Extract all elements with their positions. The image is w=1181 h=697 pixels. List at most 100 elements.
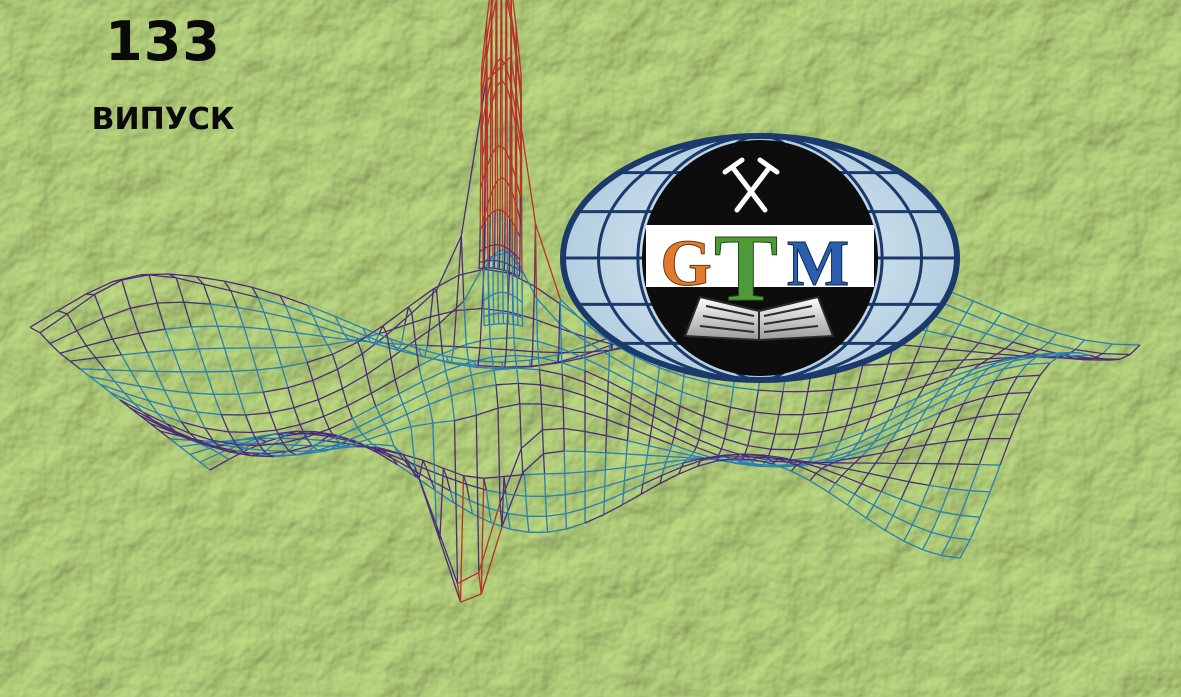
mesh-line [220, 447, 230, 453]
mesh-line [893, 397, 918, 410]
mesh-line [366, 374, 372, 394]
mesh-line [665, 456, 669, 463]
mesh-line [312, 368, 338, 381]
mesh-line [190, 439, 201, 445]
mesh-line [608, 380, 632, 394]
mesh-line [263, 311, 291, 320]
mesh-line [1093, 353, 1104, 360]
mesh-line [873, 491, 882, 506]
mesh-line [190, 326, 200, 350]
mesh-line [958, 463, 980, 466]
mesh-line [716, 458, 736, 462]
mesh-line [268, 432, 278, 436]
mesh-line [205, 371, 215, 395]
mesh-line [157, 412, 167, 425]
mesh-line [323, 448, 331, 452]
mesh-line [351, 418, 359, 428]
mesh-line [524, 473, 545, 476]
mesh-line [129, 307, 140, 334]
mesh-line [1045, 351, 1071, 355]
mesh-line [342, 373, 368, 390]
mesh-line [867, 441, 890, 451]
mesh-line [611, 344, 613, 351]
mesh-line [516, 368, 519, 384]
mesh-line [874, 431, 897, 443]
mesh-line [497, 408, 501, 504]
mesh-line [458, 235, 462, 276]
mesh-line [402, 392, 427, 405]
mesh-line [99, 383, 111, 393]
mesh-line [398, 393, 404, 405]
mesh-line [996, 353, 1023, 357]
mesh-line [655, 381, 659, 395]
mesh-line [1039, 362, 1051, 376]
mesh-line [367, 431, 390, 441]
open-book-icon [683, 295, 835, 342]
mesh-line [642, 474, 663, 485]
mesh-line [962, 388, 973, 405]
mesh-line [913, 360, 939, 364]
mesh-line [448, 362, 477, 368]
mesh-line [564, 494, 567, 514]
mesh-line [924, 376, 950, 387]
mesh-line [912, 524, 932, 534]
mesh-line [307, 353, 333, 364]
mesh-line [534, 223, 561, 300]
mesh-line [528, 360, 532, 368]
mesh-line [483, 478, 487, 491]
mesh-line [146, 352, 157, 372]
mesh-line [926, 329, 953, 338]
mesh-line [486, 102, 493, 128]
mesh-line [506, 181, 513, 192]
mesh-line [66, 313, 78, 332]
mesh-line [708, 382, 734, 388]
mesh-line [933, 385, 958, 399]
mesh-line [903, 434, 912, 450]
mesh-line [563, 428, 565, 452]
mesh-line [466, 338, 491, 345]
mesh-line [172, 406, 182, 423]
mesh-line [347, 392, 372, 407]
mesh-line [900, 498, 922, 507]
mesh-line [857, 382, 883, 389]
mesh-line [301, 346, 308, 363]
mesh-line [430, 480, 436, 491]
mesh-line [189, 432, 199, 442]
mesh-line [900, 481, 910, 500]
mesh-line [584, 381, 609, 393]
mesh-line [410, 426, 416, 468]
mesh-line [378, 325, 384, 335]
mesh-line [149, 422, 161, 432]
mesh-line [840, 431, 865, 442]
mesh-line [678, 467, 682, 475]
mesh-line [948, 368, 974, 379]
mesh-line [401, 343, 428, 347]
mesh-line [393, 445, 399, 454]
mesh-line [445, 355, 450, 364]
mesh-line [854, 493, 875, 506]
mesh-line [196, 276, 225, 282]
mesh-line [754, 463, 777, 466]
mesh-line [362, 433, 368, 441]
mesh-line [1047, 332, 1058, 344]
mesh-line [231, 369, 257, 372]
mesh-line [671, 437, 675, 445]
mesh-line [439, 539, 462, 603]
mesh-line [129, 407, 141, 417]
mesh-line [237, 306, 265, 313]
mesh-line [623, 483, 644, 494]
mesh-line [988, 414, 999, 439]
mesh-line [648, 435, 651, 446]
mesh-line [654, 394, 657, 406]
mesh-line [622, 480, 626, 494]
mesh-line [311, 437, 336, 447]
mesh-line [296, 430, 304, 434]
mesh-line [717, 448, 723, 456]
mesh-line [93, 294, 105, 319]
mesh-line [391, 457, 399, 466]
mesh-line [693, 446, 697, 453]
mesh-line [558, 303, 561, 329]
mesh-line [669, 450, 692, 457]
mesh-line [348, 339, 354, 342]
mesh-line [148, 399, 173, 408]
